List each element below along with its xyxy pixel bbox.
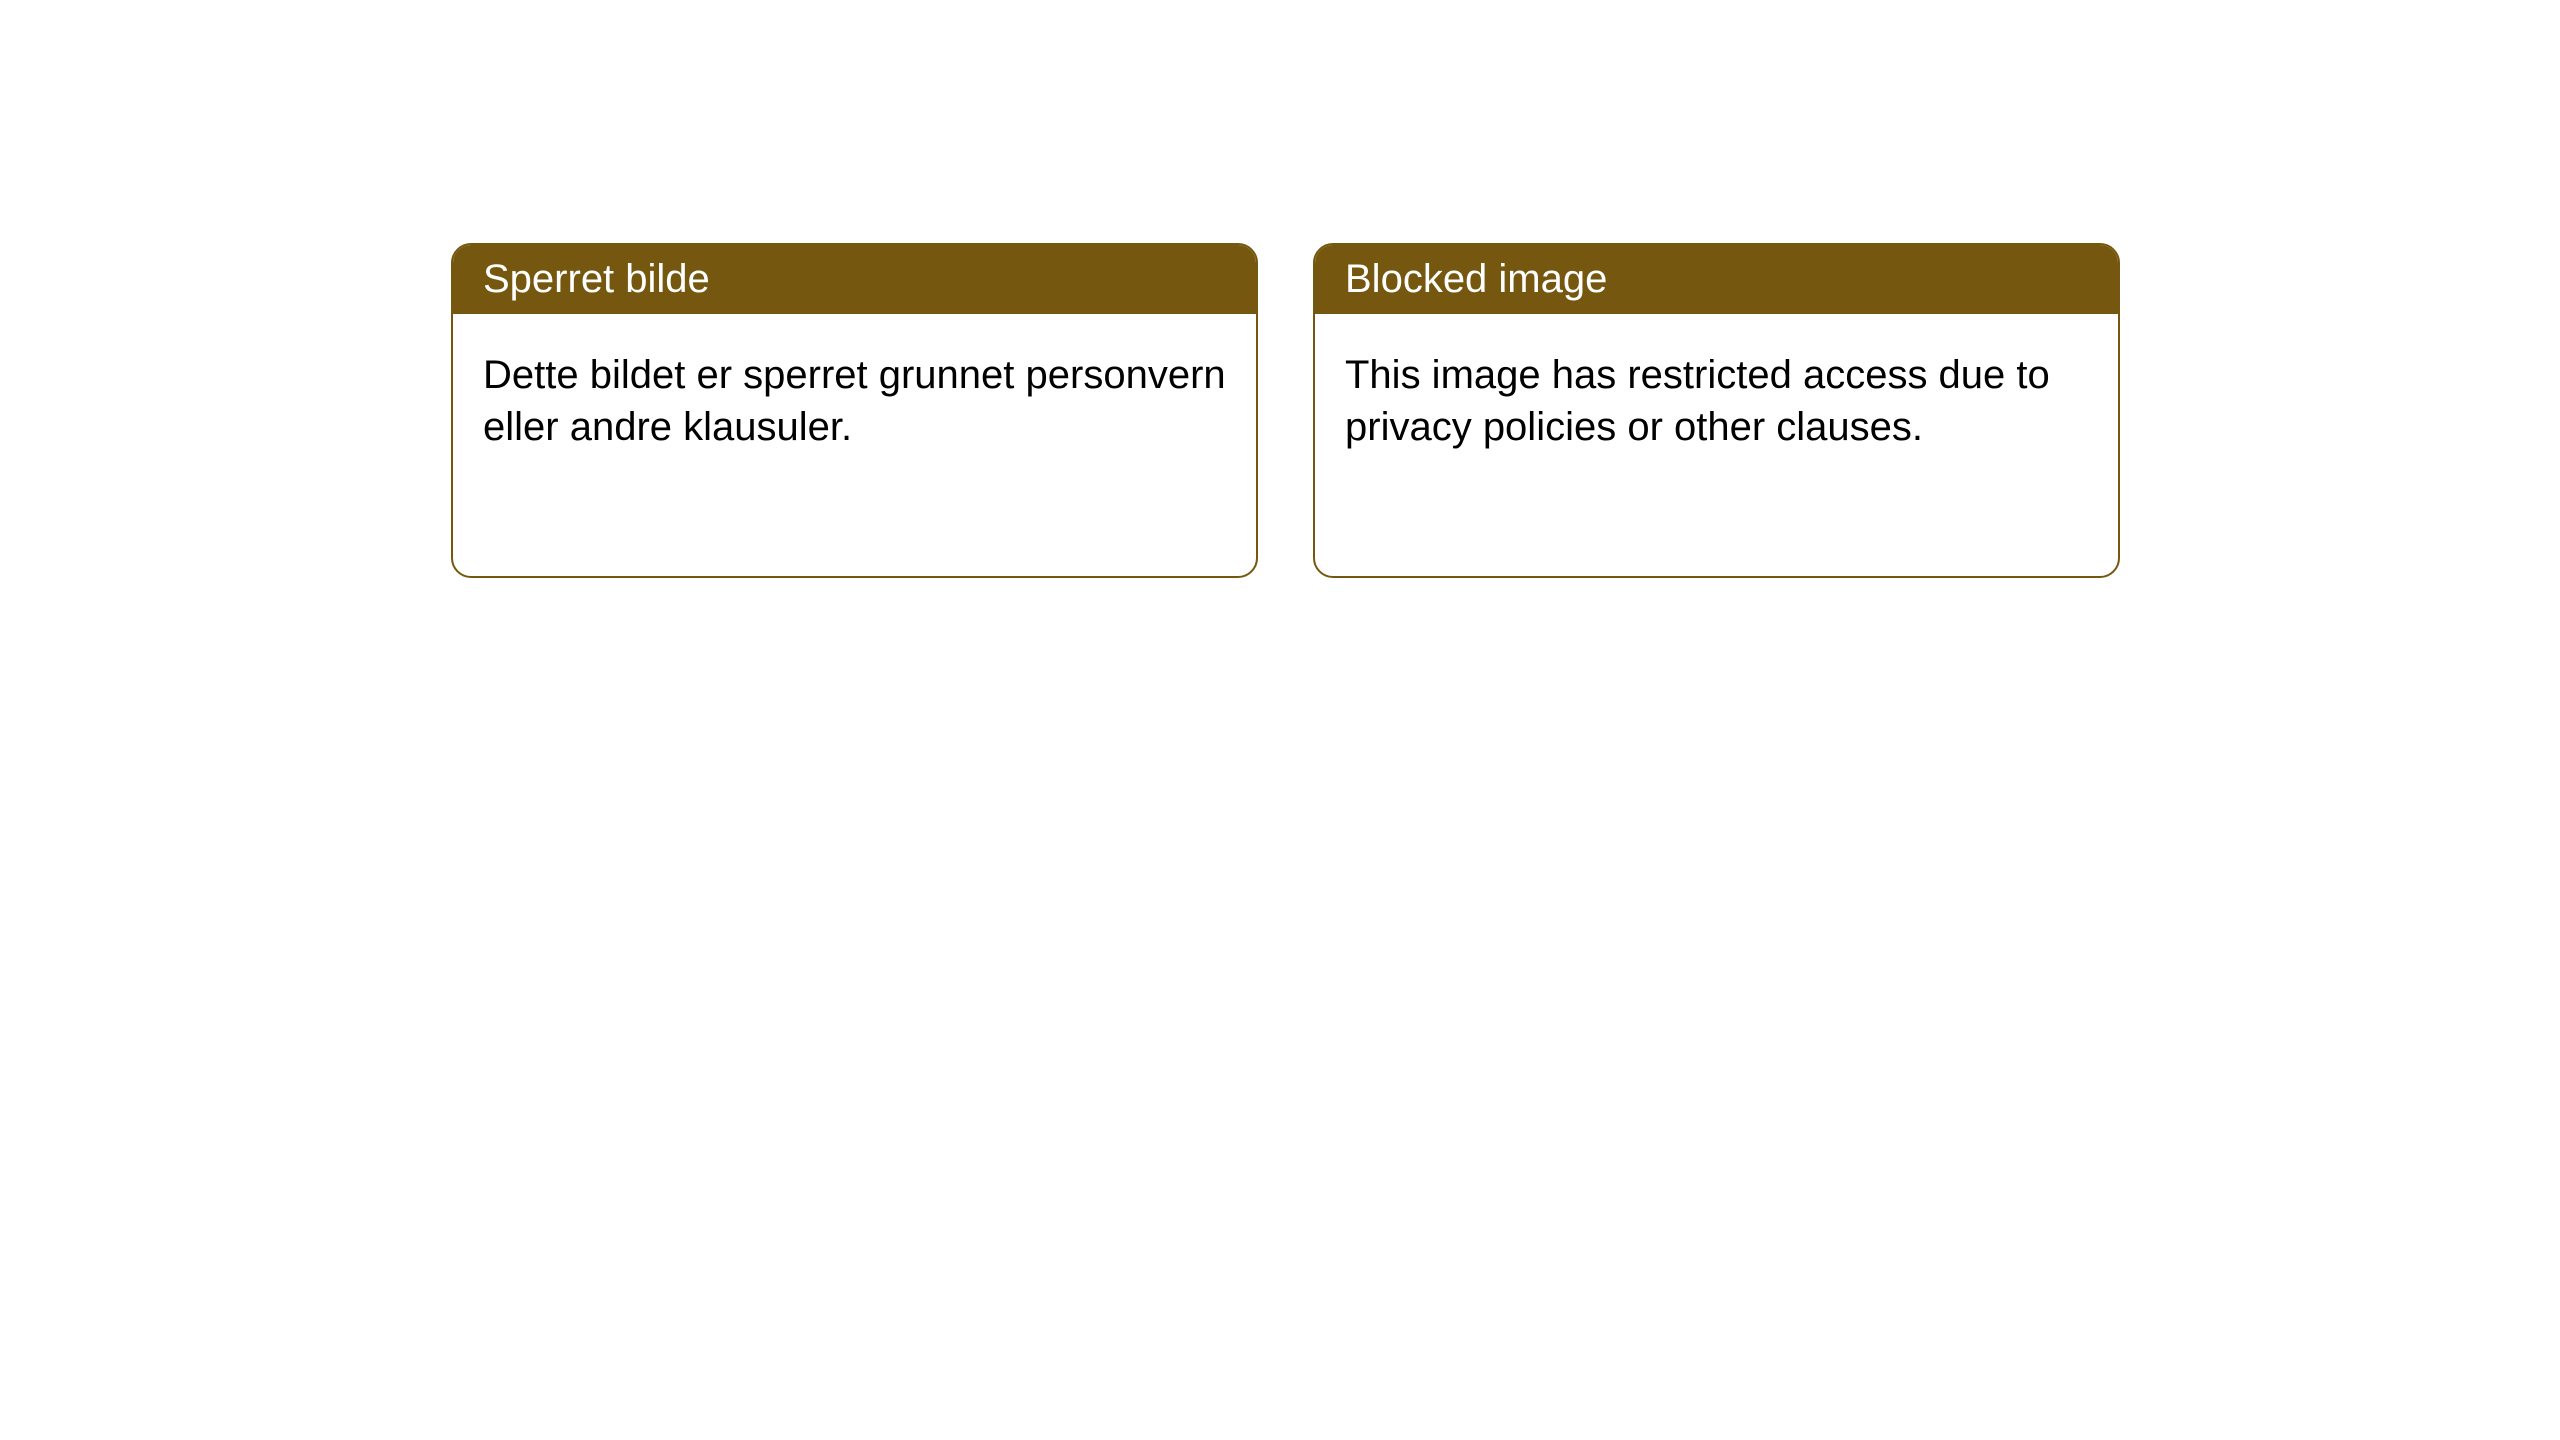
card-title: Blocked image xyxy=(1345,257,1607,301)
card-body: Dette bildet er sperret grunnet personve… xyxy=(453,314,1256,488)
notice-card-english: Blocked image This image has restricted … xyxy=(1313,243,2120,578)
card-title: Sperret bilde xyxy=(483,257,710,301)
card-header: Sperret bilde xyxy=(453,245,1256,314)
notice-card-norwegian: Sperret bilde Dette bildet er sperret gr… xyxy=(451,243,1258,578)
card-header: Blocked image xyxy=(1315,245,2118,314)
card-body-text: Dette bildet er sperret grunnet personve… xyxy=(483,353,1226,449)
card-body-text: This image has restricted access due to … xyxy=(1345,353,2050,449)
notice-cards-container: Sperret bilde Dette bildet er sperret gr… xyxy=(451,243,2560,578)
card-body: This image has restricted access due to … xyxy=(1315,314,2118,488)
